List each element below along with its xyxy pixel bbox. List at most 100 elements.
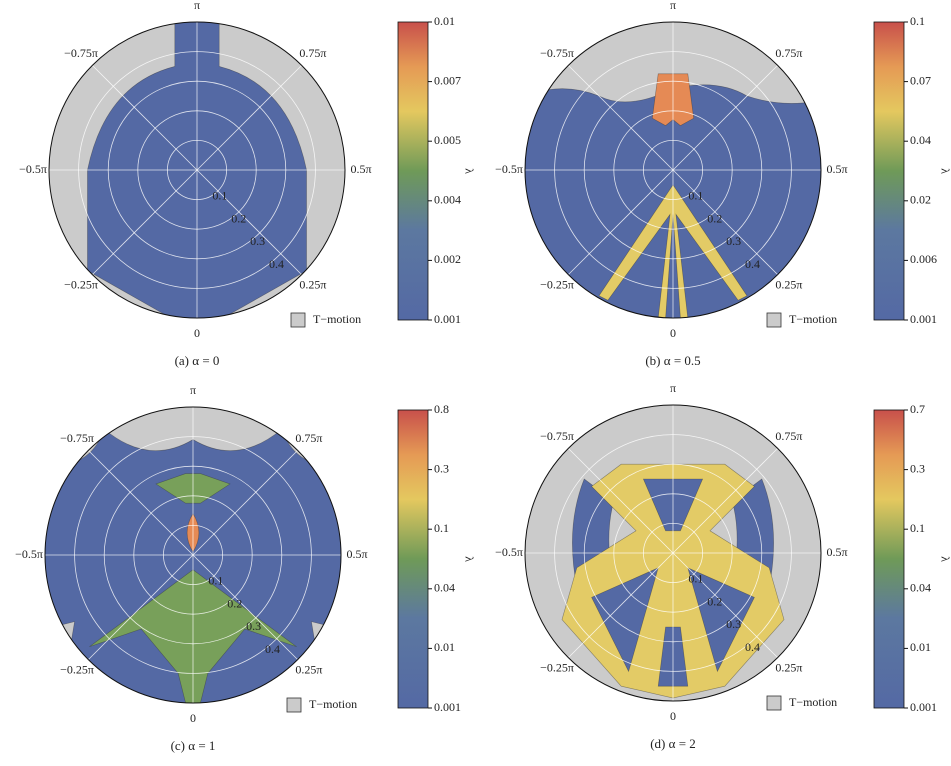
caption: (b) α = 0.5 — [645, 353, 700, 368]
grid-spoke — [568, 169, 674, 275]
grid-spoke — [88, 450, 194, 556]
angle-tick-label: −0.5π — [15, 547, 43, 561]
legend-label: T−motion — [789, 312, 837, 326]
caption: (d) α = 2 — [650, 736, 696, 751]
colorbar-tick-label: 0.001 — [910, 700, 937, 714]
colorbar-tick-label: 0.1 — [434, 521, 449, 535]
colorbar-tick-label: 0.004 — [434, 193, 461, 207]
colorbar-tick-label: 0.07 — [910, 73, 931, 87]
colorbar-tick-label: 0.3 — [434, 461, 449, 475]
radial-tick-label: 0.2 — [707, 594, 722, 608]
caption: (a) α = 0 — [175, 353, 220, 368]
panel: π −0.75π 0.75π −0.5π 0.5π −0.25π 0.25π 0 0.1 0.2 0… — [19, 0, 476, 368]
radial-tick-label: 0.3 — [250, 234, 265, 248]
radial-tick-label: 0.4 — [265, 642, 280, 656]
colorbar — [397, 21, 429, 321]
angle-tick-label: −0.25π — [540, 278, 574, 292]
angle-tick-label: π — [670, 381, 676, 395]
radial-tick-label: 0.3 — [726, 234, 741, 248]
colorbar-tick-label: 0.001 — [434, 700, 461, 714]
colorbar — [873, 21, 905, 321]
caption: (c) α = 1 — [171, 738, 216, 753]
radial-tick-label: 0.2 — [707, 211, 722, 225]
colorbar-tick-label: 0.04 — [910, 133, 931, 147]
grid-spoke — [192, 450, 298, 556]
grid-spoke — [192, 554, 298, 660]
radial-tick-label: 0.1 — [688, 189, 703, 203]
angle-tick-label: −0.75π — [60, 431, 94, 445]
radial-tick-label: 0.1 — [688, 572, 703, 586]
legend-swatch — [766, 695, 782, 711]
lambda-region — [592, 479, 755, 686]
colorbar-tick-label: 0.007 — [434, 73, 461, 87]
legend-swatch — [766, 312, 782, 328]
radial-tick-label: 0.4 — [745, 640, 760, 654]
radial-tick-label: 0.3 — [246, 619, 261, 633]
radial-tick-label: 0.1 — [212, 189, 227, 203]
grid-spoke — [196, 169, 302, 275]
angle-tick-label: 0.5π — [346, 547, 367, 561]
angle-tick-label: 0 — [194, 326, 200, 340]
legend-label: T−motion — [309, 697, 357, 711]
angle-tick-label: −0.5π — [495, 162, 523, 176]
colorbar — [873, 409, 905, 709]
angle-tick-label: −0.75π — [540, 46, 574, 60]
angle-tick-label: −0.5π — [495, 545, 523, 559]
colorbar-tick-label: 0.005 — [434, 133, 461, 147]
angle-tick-label: −0.5π — [19, 162, 47, 176]
angle-tick-label: 0.75π — [775, 429, 802, 443]
polar-frame — [524, 404, 822, 702]
angle-tick-label: 0.5π — [826, 545, 847, 559]
colorbar-tick-label: 0.002 — [434, 252, 461, 266]
panel: π −0.75π 0.75π −0.5π 0.5π −0.25π 0.25π 0 0.1 0.2 0… — [495, 0, 951, 368]
colorbar-label: λ — [938, 168, 951, 174]
radial-tick-label: 0.4 — [745, 257, 760, 271]
angle-tick-label: 0.25π — [775, 661, 802, 675]
angle-tick-label: 0.75π — [295, 431, 322, 445]
polar-frame — [48, 21, 346, 319]
angle-tick-label: −0.25π — [64, 278, 98, 292]
grid-spoke — [672, 552, 778, 658]
radial-tick-label: 0.1 — [208, 574, 223, 588]
grid-spoke — [196, 65, 302, 171]
colorbar-tick-label: 0.04 — [434, 581, 455, 595]
grid-spoke — [92, 169, 198, 275]
panel: π −0.75π 0.75π −0.5π 0.5π −0.25π 0.25π 0 0.1 0.2 0… — [15, 383, 476, 753]
grid-spoke — [92, 65, 198, 171]
angle-tick-label: −0.25π — [540, 661, 574, 675]
angle-tick-label: 0 — [670, 326, 676, 340]
angle-tick-label: π — [670, 0, 676, 12]
angle-tick-label: 0 — [670, 709, 676, 723]
grid-spoke — [568, 448, 674, 554]
colorbar-tick-label: 0.7 — [910, 402, 925, 416]
panel: π −0.75π 0.75π −0.5π 0.5π −0.25π 0.25π 0 0.1 0.2 0… — [495, 381, 951, 751]
colorbar-label: λ — [938, 556, 951, 562]
angle-tick-label: 0.5π — [826, 162, 847, 176]
colorbar-tick-label: 0.006 — [910, 252, 937, 266]
angle-tick-label: 0.25π — [295, 663, 322, 677]
grid-spoke — [88, 554, 194, 660]
colorbar-tick-label: 0.02 — [910, 193, 931, 207]
angle-tick-label: π — [190, 383, 196, 397]
radial-tick-label: 0.2 — [227, 596, 242, 610]
colorbar-tick-label: 0.01 — [434, 640, 455, 654]
radial-tick-label: 0.4 — [269, 257, 284, 271]
angle-tick-label: 0.25π — [775, 278, 802, 292]
colorbar-tick-label: 0.1 — [910, 14, 925, 28]
grid-spoke — [672, 65, 778, 171]
angle-tick-label: π — [194, 0, 200, 12]
angle-tick-label: 0 — [190, 711, 196, 725]
legend-label: T−motion — [789, 695, 837, 709]
polar-frame — [524, 21, 822, 319]
legend-swatch — [286, 697, 302, 713]
legend-label: T−motion — [313, 312, 361, 326]
colorbar-tick-label: 0.1 — [910, 521, 925, 535]
colorbar-tick-label: 0.3 — [910, 461, 925, 475]
colorbar-tick-label: 0.01 — [910, 640, 931, 654]
angle-tick-label: −0.75π — [540, 429, 574, 443]
polar-frame — [44, 406, 342, 704]
angle-tick-label: 0.5π — [350, 162, 371, 176]
angle-tick-label: 0.75π — [775, 46, 802, 60]
angle-tick-label: −0.75π — [64, 46, 98, 60]
